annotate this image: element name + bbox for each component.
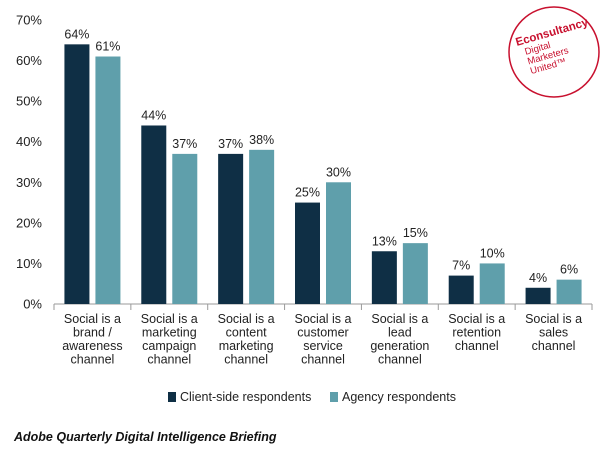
category-label-line: Social is a xyxy=(448,312,505,326)
category-label: Social is a sales channel xyxy=(525,312,582,353)
category-label-line: Social is a xyxy=(141,312,198,326)
category-label-line: generation xyxy=(370,339,429,353)
category-label-line: Social is a xyxy=(525,312,582,326)
category-label: Social is a content marketing channel xyxy=(218,312,275,367)
y-tick-label: 40% xyxy=(16,134,42,149)
category-label-line: sales xyxy=(539,326,568,340)
category-label-line: channel xyxy=(147,353,191,367)
data-label: 38% xyxy=(249,133,274,147)
category-label-line: service xyxy=(303,339,343,353)
data-label: 4% xyxy=(529,271,547,285)
category-label-line: lead xyxy=(388,326,412,340)
category-label-line: Social is a xyxy=(295,312,352,326)
data-label: 7% xyxy=(452,259,470,273)
category-label-line: Social is a xyxy=(371,312,428,326)
bar-client xyxy=(141,125,167,304)
y-tick-label: 10% xyxy=(16,256,42,271)
y-tick-label: 70% xyxy=(16,13,42,28)
data-label: 64% xyxy=(64,27,89,41)
category-label-line: awareness xyxy=(62,339,122,353)
bar-client xyxy=(218,153,244,304)
bar-client xyxy=(448,275,474,304)
legend-label: Agency respondents xyxy=(342,390,456,404)
y-tick-label: 50% xyxy=(16,94,42,109)
legend-swatch-agency xyxy=(330,392,338,402)
category-label-line: channel xyxy=(71,353,115,367)
y-tick-label: 30% xyxy=(16,175,42,190)
data-label: 6% xyxy=(560,263,578,277)
data-label: 44% xyxy=(141,108,166,122)
category-label-line: marketing xyxy=(142,326,197,340)
data-label: 61% xyxy=(95,40,120,54)
category-label-line: customer xyxy=(297,326,348,340)
y-tick-label: 0% xyxy=(23,297,42,312)
category-label: Social is a retention channel xyxy=(448,312,505,353)
data-label: 37% xyxy=(218,137,243,151)
category-label-line: channel xyxy=(301,353,345,367)
logo-title: Econsultancy xyxy=(514,17,590,49)
category-label: Social is a lead generation channel xyxy=(370,312,429,367)
bar-client xyxy=(371,251,397,304)
bar-agency xyxy=(556,279,582,304)
category-label: Social is a brand / awareness channel xyxy=(62,312,122,367)
category-label-line: channel xyxy=(455,339,499,353)
category-label-line: content xyxy=(226,326,268,340)
category-label-line: retention xyxy=(452,326,501,340)
econsultancy-logo: Econsultancy Digital Marketers United™ xyxy=(506,4,602,100)
category-label-line: marketing xyxy=(219,339,274,353)
category-label-line: channel xyxy=(532,339,576,353)
legend-label: Client-side respondents xyxy=(180,390,311,404)
category-label-line: campaign xyxy=(142,339,196,353)
bar-agency xyxy=(402,243,428,304)
y-tick-label: 20% xyxy=(16,215,42,230)
category-label-line: channel xyxy=(378,353,422,367)
source-caption: Adobe Quarterly Digital Intelligence Bri… xyxy=(14,430,277,444)
data-label: 37% xyxy=(172,137,197,151)
bar-client xyxy=(64,44,90,304)
category-label-line: channel xyxy=(224,353,268,367)
data-label: 25% xyxy=(295,186,320,200)
bar-agency xyxy=(172,153,198,304)
y-tick-label: 60% xyxy=(16,53,42,68)
bar-client xyxy=(525,287,551,304)
data-label: 13% xyxy=(372,234,397,248)
data-label: 15% xyxy=(403,226,428,240)
legend-swatch-client xyxy=(168,392,176,402)
data-label: 30% xyxy=(326,165,351,179)
category-label-line: brand / xyxy=(73,326,112,340)
bar-agency xyxy=(479,263,505,304)
category-label-line: Social is a xyxy=(218,312,275,326)
bar-agency xyxy=(249,149,275,304)
category-label: Social is a customer service channel xyxy=(295,312,352,367)
category-label: Social is a marketing campaign channel xyxy=(141,312,198,367)
category-label-line: Social is a xyxy=(64,312,121,326)
bar-agency xyxy=(326,182,351,304)
logo-circle xyxy=(508,6,600,98)
bar-client xyxy=(295,202,320,304)
data-label: 10% xyxy=(480,246,505,260)
bar-agency xyxy=(95,56,121,305)
